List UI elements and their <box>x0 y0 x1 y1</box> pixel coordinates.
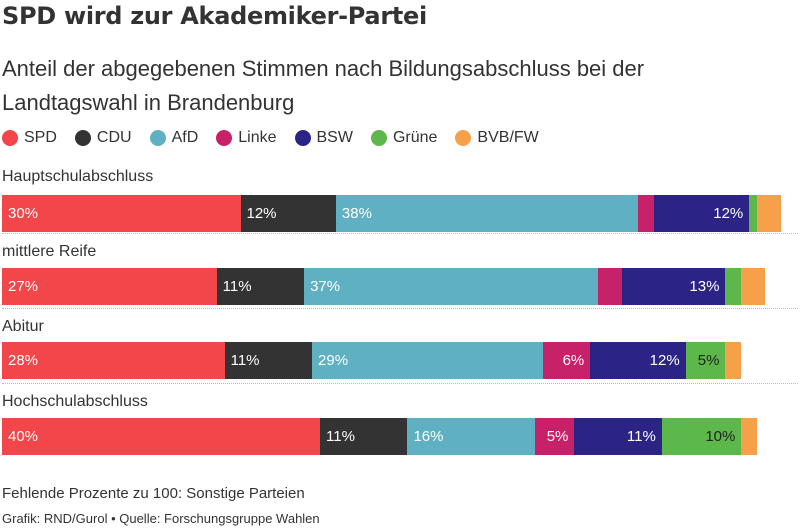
bar-segment-afd: 29% <box>312 342 543 379</box>
row-label: Hochschulabschluss <box>2 393 148 410</box>
legend-swatch <box>294 130 311 146</box>
legend-label: AfD <box>171 129 199 146</box>
legend-label: CDU <box>96 129 132 146</box>
bar-segment-afd: 37% <box>304 268 599 305</box>
bar-segment-bsw: 12% <box>653 195 750 232</box>
bar-segment-spd: 40% <box>2 418 320 455</box>
chart-title: SPD wird zur Akademiker-Partei <box>2 2 427 30</box>
chart-subtitle: Anteil der abgegebenen Stimmen nach Bild… <box>2 56 645 115</box>
row-label: mittlere Reife <box>2 243 97 260</box>
legend-label: BVB/FW <box>477 129 539 146</box>
bar-segment-bvb-fw <box>741 418 758 455</box>
legend-swatch <box>370 130 387 146</box>
bar-segment-linke <box>598 268 623 305</box>
legend-swatch <box>455 130 472 146</box>
bar-segment-cdu: 12% <box>240 195 336 232</box>
bar-segment-spd: 30% <box>2 195 241 232</box>
bar-segment-linke: 5% <box>534 418 575 455</box>
bar-segment-bsw: 13% <box>622 268 726 305</box>
bar-segment-gr-ne: 10% <box>661 418 742 455</box>
bar-segment-linke: 6% <box>542 342 591 379</box>
bar-segment-spd: 27% <box>2 268 217 305</box>
bar-segment-gr-ne <box>725 268 742 305</box>
bar-segment-cdu: 11% <box>216 268 305 305</box>
legend-swatch <box>149 130 166 146</box>
bar-segment-bvb-fw <box>757 195 782 232</box>
bar-segment-afd: 38% <box>335 195 638 232</box>
bar-segment-afd: 16% <box>407 418 535 455</box>
bar-segment-spd: 28% <box>2 342 225 379</box>
bar-segment-cdu: 11% <box>320 418 408 455</box>
legend-item-bvb-fw: BVB/FW <box>455 129 539 147</box>
bar-segment-bsw: 12% <box>590 342 686 379</box>
legend-swatch <box>2 130 18 146</box>
legend-label: Linke <box>238 129 277 146</box>
legend-item-gr-ne: Grüne <box>370 129 438 147</box>
legend-swatch <box>74 130 91 146</box>
legend-item-spd: SPD <box>2 129 57 147</box>
bar-segment-bsw: 11% <box>574 418 662 455</box>
row-divider <box>2 308 798 309</box>
footnote: Fehlende Prozente zu 100: Sonstige Parte… <box>2 485 305 502</box>
legend-swatch <box>216 130 233 146</box>
legend-label: BSW <box>316 129 353 146</box>
row-label: Abitur <box>2 318 44 335</box>
source-credit: Grafik: RND/Gurol • Quelle: Forschungsgr… <box>2 511 320 526</box>
row-divider <box>2 233 798 234</box>
legend-item-linke: Linke <box>216 129 277 147</box>
bar-segment-linke <box>638 195 654 232</box>
bar-segment-cdu: 11% <box>224 342 313 379</box>
row-divider <box>2 383 798 384</box>
legend-item-afd: AfD <box>149 129 199 147</box>
bar-segment-bvb-fw <box>725 342 742 379</box>
legend-label: Grüne <box>392 129 438 146</box>
legend-item-bsw: BSW <box>294 129 353 147</box>
legend-label: SPD <box>24 129 57 146</box>
bar-segment-gr-ne: 5% <box>685 342 726 379</box>
legend-item-cdu: CDU <box>74 129 132 147</box>
bar-segment-gr-ne <box>749 195 758 232</box>
legend: SPD CDU AfD Linke BSW Grüne BVB/FW <box>2 129 539 147</box>
bar-segment-bvb-fw <box>741 268 766 305</box>
row-label: Hauptschulabschluss <box>2 168 154 185</box>
